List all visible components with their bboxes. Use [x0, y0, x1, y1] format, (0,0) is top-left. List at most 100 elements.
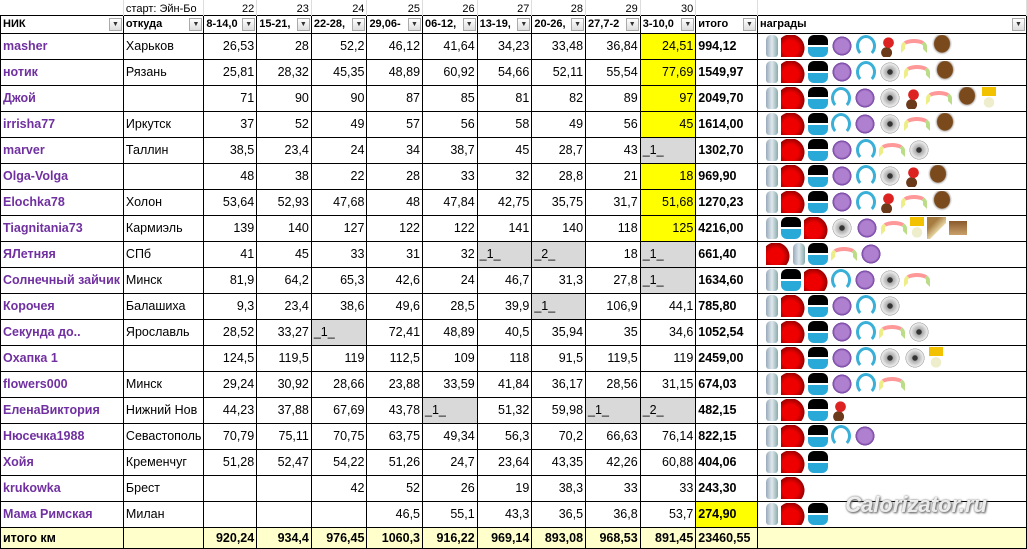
week-value-cell[interactable]: _1_: [310, 318, 368, 346]
week-value-cell[interactable]: 70,79: [203, 422, 258, 450]
week-value-cell[interactable]: 35: [585, 318, 641, 346]
nick-cell[interactable]: Джой: [0, 84, 124, 112]
city-cell[interactable]: Ярославль: [122, 318, 205, 346]
week-value-cell[interactable]: 70,75: [310, 422, 368, 450]
week-value-cell[interactable]: 46,12: [366, 32, 424, 60]
week-value-cell[interactable]: 33: [585, 474, 641, 502]
week-value-cell[interactable]: 59,98: [531, 396, 587, 424]
week-value-cell[interactable]: 28,56: [585, 370, 641, 398]
week-value-cell[interactable]: _2_: [531, 240, 587, 268]
week-value-cell[interactable]: 81: [476, 84, 533, 112]
week-value-cell[interactable]: 21: [585, 162, 641, 190]
week-value-cell[interactable]: 37: [203, 110, 258, 138]
week-value-cell[interactable]: 35,94: [531, 318, 587, 346]
filter-dropdown-icon[interactable]: ▼: [681, 17, 695, 31]
week-value-cell[interactable]: 41,64: [422, 32, 478, 60]
week-value-cell[interactable]: 24: [422, 266, 478, 294]
column-header[interactable]: 8-14,0 ▼: [203, 14, 258, 34]
week-value-cell[interactable]: 57: [366, 110, 424, 138]
week-value-cell[interactable]: 36,17: [531, 370, 587, 398]
week-value-cell[interactable]: 119,5: [585, 344, 641, 372]
week-value-cell[interactable]: 56: [585, 110, 641, 138]
week-value-cell[interactable]: 24,7: [422, 448, 478, 476]
week-value-cell[interactable]: 38,3: [531, 474, 587, 502]
week-value-cell[interactable]: 45: [476, 136, 533, 164]
city-cell[interactable]: СПб: [122, 240, 205, 268]
week-value-cell[interactable]: 34,6: [639, 318, 697, 346]
total-cell[interactable]: 1302,70: [695, 136, 758, 164]
awards-cell[interactable]: [756, 58, 1027, 86]
week-value-cell[interactable]: 119: [310, 344, 368, 372]
week-value-cell[interactable]: 49: [531, 110, 587, 138]
column-header[interactable]: 06-12, ▼: [422, 14, 478, 34]
week-value-cell[interactable]: 39,9: [476, 292, 533, 320]
total-cell[interactable]: 661,40: [695, 240, 758, 268]
week-value-cell[interactable]: 40,5: [476, 318, 533, 346]
week-value-cell[interactable]: 48: [366, 188, 424, 216]
week-value-cell[interactable]: 72,41: [366, 318, 424, 346]
filter-dropdown-icon[interactable]: ▼: [517, 17, 531, 31]
week-value-cell[interactable]: 38,6: [310, 292, 368, 320]
awards-cell[interactable]: [756, 136, 1027, 164]
week-value-cell[interactable]: 53,64: [203, 188, 258, 216]
week-value-cell[interactable]: 127: [310, 214, 368, 242]
week-value-cell[interactable]: 47,68: [310, 188, 368, 216]
week-value-cell[interactable]: 37,88: [256, 396, 312, 424]
week-value-cell[interactable]: 91,5: [531, 344, 587, 372]
week-value-cell[interactable]: 122: [422, 214, 478, 242]
total-cell[interactable]: 1549,97: [695, 58, 758, 86]
week-value-cell[interactable]: 140: [531, 214, 587, 242]
week-value-cell[interactable]: 51,68: [639, 188, 697, 216]
week-value-cell[interactable]: 19: [476, 474, 533, 502]
awards-cell[interactable]: [756, 422, 1027, 450]
week-value-cell[interactable]: 52,93: [256, 188, 312, 216]
awards-cell[interactable]: [756, 448, 1027, 476]
week-value-cell[interactable]: 36,8: [585, 500, 641, 528]
nick-cell[interactable]: Нюсечка1988: [0, 422, 124, 450]
week-value-cell[interactable]: 33,59: [422, 370, 478, 398]
week-value-cell[interactable]: _1_: [639, 136, 697, 164]
week-value-cell[interactable]: 31,7: [585, 188, 641, 216]
column-header[interactable]: 22-28, ▼: [310, 14, 368, 34]
week-value-cell[interactable]: 140: [256, 214, 312, 242]
week-value-cell[interactable]: 23,4: [256, 136, 312, 164]
week-value-cell[interactable]: 122: [366, 214, 424, 242]
nick-cell[interactable]: ЯЛетняя: [0, 240, 124, 268]
column-header[interactable]: 15-21, ▼: [256, 14, 312, 34]
week-value-cell[interactable]: 49,34: [422, 422, 478, 450]
week-value-cell[interactable]: 44,23: [203, 396, 258, 424]
week-value-cell[interactable]: 118: [476, 344, 533, 372]
week-value-cell[interactable]: 28,7: [531, 136, 587, 164]
nick-cell[interactable]: Tiagnitania73: [0, 214, 124, 242]
column-header[interactable]: 3-10,0 ▼: [639, 14, 697, 34]
week-value-cell[interactable]: 32: [476, 162, 533, 190]
awards-cell[interactable]: [756, 240, 1027, 268]
column-header[interactable]: 20-26, ▼: [531, 14, 587, 34]
week-value-cell[interactable]: 52,11: [531, 58, 587, 86]
week-value-cell[interactable]: 70,2: [531, 422, 587, 450]
total-cell[interactable]: 1614,00: [695, 110, 758, 138]
total-cell[interactable]: 243,30: [695, 474, 758, 502]
filter-dropdown-icon[interactable]: ▼: [242, 17, 256, 31]
week-value-cell[interactable]: 48: [203, 162, 258, 190]
city-cell[interactable]: Нижний Нов: [122, 396, 205, 424]
total-cell[interactable]: 674,03: [695, 370, 758, 398]
week-value-cell[interactable]: 31,15: [639, 370, 697, 398]
week-value-cell[interactable]: 26,53: [203, 32, 258, 60]
nick-cell[interactable]: нотик: [0, 58, 124, 86]
city-cell[interactable]: [122, 344, 205, 372]
week-value-cell[interactable]: 24: [310, 136, 368, 164]
filter-dropdown-icon[interactable]: ▼: [571, 17, 585, 31]
filter-dropdown-icon[interactable]: ▼: [189, 17, 203, 31]
week-value-cell[interactable]: [256, 500, 312, 528]
total-cell[interactable]: 4216,00: [695, 214, 758, 242]
city-cell[interactable]: Балашиха: [122, 292, 205, 320]
week-value-cell[interactable]: 52,2: [310, 32, 368, 60]
week-value-cell[interactable]: 44,1: [639, 292, 697, 320]
week-value-cell[interactable]: 47,84: [422, 188, 478, 216]
week-value-cell[interactable]: 23,64: [476, 448, 533, 476]
week-value-cell[interactable]: 77,69: [639, 58, 697, 86]
week-value-cell[interactable]: 30,92: [256, 370, 312, 398]
total-cell[interactable]: 482,15: [695, 396, 758, 424]
awards-cell[interactable]: [756, 370, 1027, 398]
